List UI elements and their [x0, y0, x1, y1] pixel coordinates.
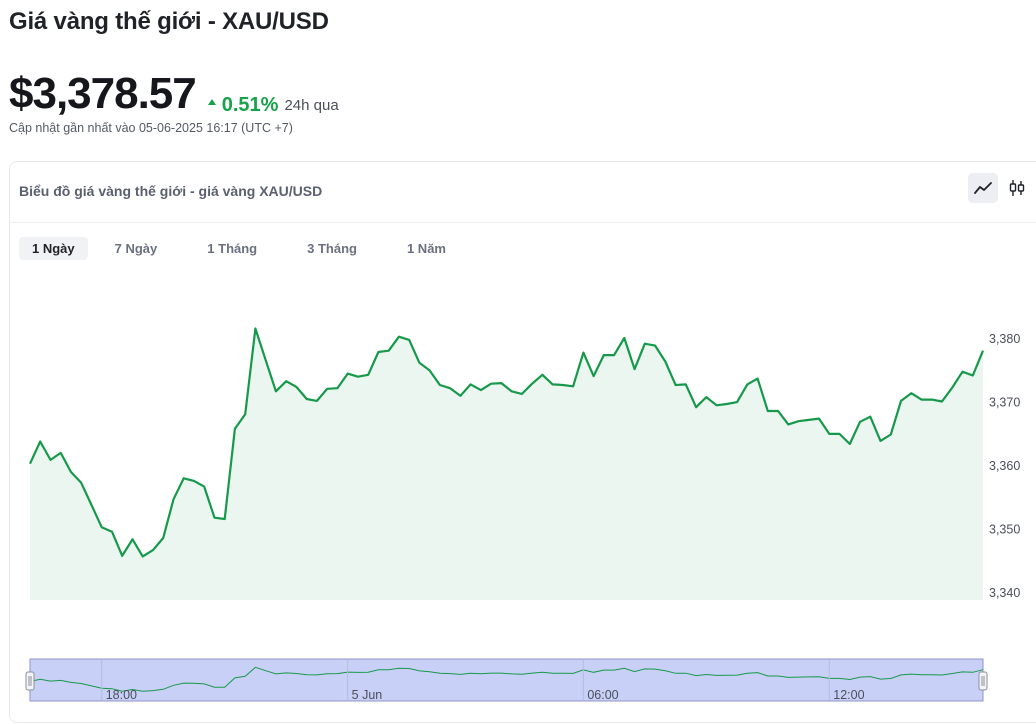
- y-tick-label: 3,350: [989, 523, 1020, 537]
- line-chart-button[interactable]: [968, 173, 998, 203]
- handle-grip: [978, 671, 988, 691]
- arrow-up-icon: [207, 99, 216, 105]
- navigator-tick-label: 5 Jun: [352, 688, 383, 702]
- y-tick-label: 3,360: [989, 459, 1020, 473]
- time-range-tabs: 1 Ngày 7 Ngày 1 Tháng 3 Tháng 1 Năm: [19, 237, 483, 260]
- chart-title: Biểu đồ giá vàng thế giới - giá vàng XAU…: [19, 183, 323, 199]
- navigator-left-handle[interactable]: [25, 671, 35, 691]
- chart-view-toggle: [968, 173, 1036, 203]
- last-updated: Cập nhật gần nhất vào 05-06-2025 16:17 (…: [9, 121, 293, 135]
- price-summary: $3,378.57 0.51% 24h qua: [9, 68, 339, 120]
- candlestick-icon: [1009, 180, 1025, 196]
- y-tick-label: 3,380: [989, 332, 1020, 346]
- navigator-tick-label: 12:00: [833, 688, 864, 702]
- navigator-line: [29, 666, 984, 692]
- tab-7-days[interactable]: 7 Ngày: [114, 241, 158, 256]
- handle-grip: [25, 671, 35, 691]
- navigator-right-handle[interactable]: [978, 671, 988, 691]
- chart-card: Biểu đồ giá vàng thế giới - giá vàng XAU…: [9, 161, 1036, 723]
- tab-1-day[interactable]: 1 Ngày: [19, 237, 88, 260]
- change-percent: 0.51%: [221, 93, 279, 116]
- chart-card-header: Biểu đồ giá vàng thế giới - giá vàng XAU…: [10, 162, 1036, 223]
- navigator-tick-label: 06:00: [587, 688, 618, 702]
- price-change: 0.51% 24h qua: [207, 93, 339, 117]
- page-title: Giá vàng thế giới - XAU/USD: [9, 8, 329, 35]
- current-price: $3,378.57: [9, 69, 197, 118]
- change-period: 24h qua: [284, 96, 339, 114]
- y-tick-label: 3,340: [989, 586, 1020, 600]
- tab-3-months[interactable]: 3 Tháng: [307, 241, 357, 256]
- tab-1-month[interactable]: 1 Tháng: [207, 241, 258, 256]
- tab-1-year[interactable]: 1 Năm: [406, 241, 446, 256]
- y-tick-label: 3,370: [989, 396, 1020, 410]
- price-line: [29, 327, 985, 558]
- navigator-tick-label: 18:00: [106, 688, 137, 702]
- line-chart-icon: [974, 182, 992, 194]
- price-area: [30, 328, 983, 600]
- candlestick-button[interactable]: [1002, 173, 1032, 203]
